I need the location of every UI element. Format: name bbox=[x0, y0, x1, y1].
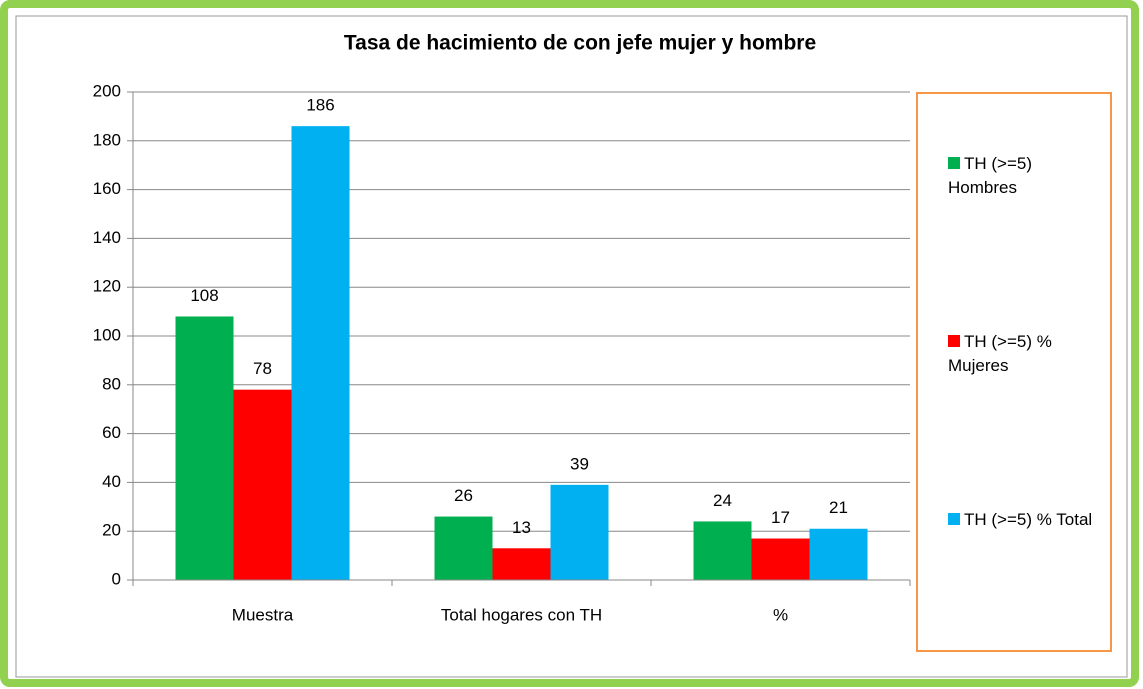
y-tick-label: 120 bbox=[93, 277, 121, 296]
legend-item: TH (>=5) % Total bbox=[948, 508, 1098, 532]
bar bbox=[434, 516, 493, 580]
legend-swatch bbox=[948, 157, 960, 169]
bar bbox=[809, 528, 868, 580]
legend-label: TH (>=5) Hombres bbox=[948, 154, 1033, 197]
value-label: 108 bbox=[190, 286, 218, 305]
x-tick-label: Muestra bbox=[232, 605, 294, 624]
y-tick-label: 0 bbox=[112, 569, 121, 588]
bar bbox=[175, 316, 234, 580]
value-label: 186 bbox=[306, 96, 334, 115]
chart-title: Tasa de hacimiento de con jefe mujer y h… bbox=[344, 32, 816, 55]
y-tick-label: 80 bbox=[102, 374, 121, 393]
legend: TH (>=5) Hombres TH (>=5) % Mujeres TH (>=… bbox=[916, 92, 1112, 652]
x-tick-label: Total hogares con TH bbox=[441, 605, 602, 624]
bar bbox=[233, 389, 292, 580]
y-tick-label: 60 bbox=[102, 423, 121, 442]
value-label: 39 bbox=[570, 454, 589, 473]
legend-swatch bbox=[948, 513, 960, 525]
legend-item: TH (>=5) % Mujeres bbox=[948, 330, 1098, 378]
legend-swatch bbox=[948, 335, 960, 347]
value-label: 13 bbox=[512, 518, 531, 537]
bar bbox=[291, 126, 350, 580]
bar bbox=[492, 548, 551, 580]
y-tick-label: 140 bbox=[93, 228, 121, 247]
x-tick-label: % bbox=[773, 605, 788, 624]
value-label: 24 bbox=[713, 491, 732, 510]
y-tick-label: 100 bbox=[93, 325, 121, 344]
legend-label: TH (>=5) % Mujeres bbox=[948, 332, 1052, 375]
y-tick-label: 20 bbox=[102, 521, 121, 540]
value-label: 26 bbox=[454, 486, 473, 505]
legend-item: TH (>=5) Hombres bbox=[948, 152, 1098, 200]
y-tick-label: 160 bbox=[93, 179, 121, 198]
legend-label: TH (>=5) % Total bbox=[964, 510, 1093, 529]
y-tick-label: 200 bbox=[93, 81, 121, 100]
y-tick-label: 40 bbox=[102, 472, 121, 491]
bar bbox=[693, 521, 752, 580]
y-tick-label: 180 bbox=[93, 130, 121, 149]
bar bbox=[751, 538, 810, 580]
value-label: 78 bbox=[253, 359, 272, 378]
value-label: 21 bbox=[829, 498, 848, 517]
bar bbox=[550, 484, 609, 580]
value-label: 17 bbox=[771, 508, 790, 527]
